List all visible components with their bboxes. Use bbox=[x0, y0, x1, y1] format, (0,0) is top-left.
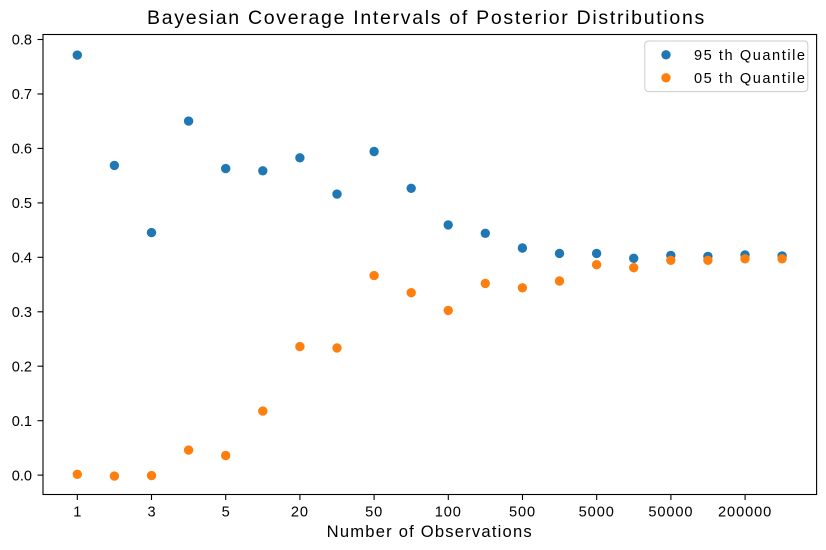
svg-text:95 th Quantile: 95 th Quantile bbox=[694, 48, 807, 64]
svg-text:0.3: 0.3 bbox=[12, 305, 32, 321]
svg-text:50000: 50000 bbox=[648, 504, 693, 520]
svg-text:200000: 200000 bbox=[718, 504, 772, 520]
svg-text:0.6: 0.6 bbox=[12, 142, 32, 158]
svg-text:0.4: 0.4 bbox=[12, 251, 32, 267]
svg-text:5: 5 bbox=[222, 504, 230, 520]
svg-text:Bayesian Coverage Intervals of: Bayesian Coverage Intervals of Posterior… bbox=[147, 7, 706, 29]
svg-text:1: 1 bbox=[73, 504, 81, 520]
svg-text:500: 500 bbox=[509, 504, 536, 520]
svg-text:0.7: 0.7 bbox=[12, 87, 32, 103]
svg-text:0.8: 0.8 bbox=[12, 33, 32, 49]
svg-text:Number of Observations: Number of Observations bbox=[327, 522, 533, 541]
svg-text:05 th Quantile: 05 th Quantile bbox=[694, 71, 807, 87]
svg-text:5000: 5000 bbox=[579, 504, 615, 520]
svg-text:20: 20 bbox=[291, 504, 309, 520]
svg-text:0.1: 0.1 bbox=[12, 414, 32, 430]
svg-text:0.5: 0.5 bbox=[12, 196, 32, 212]
svg-text:3: 3 bbox=[147, 504, 155, 520]
svg-text:100: 100 bbox=[435, 504, 462, 520]
svg-text:50: 50 bbox=[365, 504, 383, 520]
svg-text:0.2: 0.2 bbox=[12, 359, 32, 375]
svg-text:0.0: 0.0 bbox=[12, 468, 32, 484]
